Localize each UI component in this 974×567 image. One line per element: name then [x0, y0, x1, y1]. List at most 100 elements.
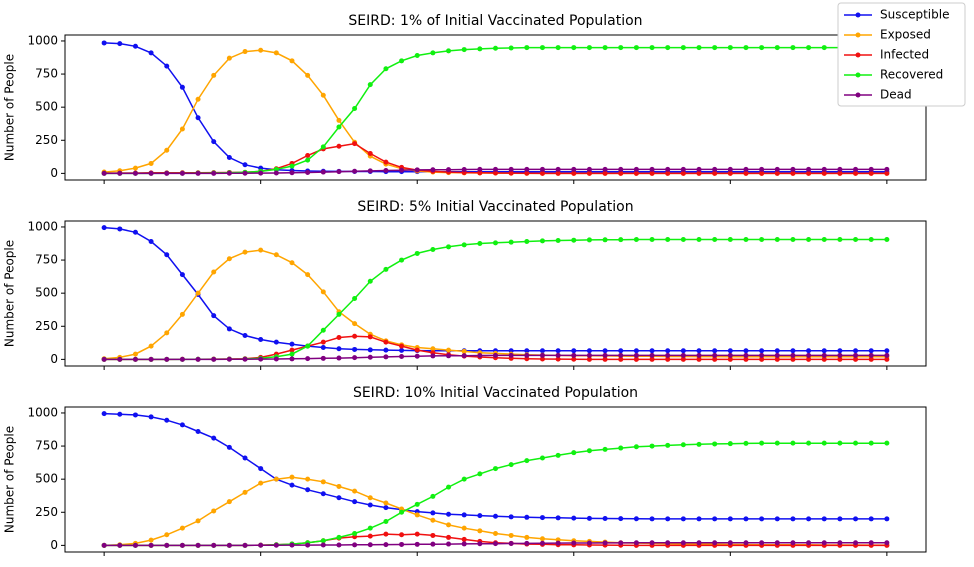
data-point	[352, 295, 358, 301]
data-point	[273, 50, 279, 56]
data-point	[164, 170, 170, 176]
data-point	[352, 530, 358, 536]
data-point	[493, 530, 498, 536]
data-point	[665, 170, 671, 176]
data-point	[571, 515, 577, 521]
data-point	[759, 440, 765, 446]
data-point	[226, 542, 232, 548]
data-point	[618, 352, 624, 358]
data-point	[493, 240, 498, 246]
data-point	[555, 348, 561, 354]
data-point	[524, 348, 530, 354]
data-point	[211, 72, 217, 78]
data-point	[493, 352, 498, 358]
data-point	[806, 440, 812, 446]
data-point	[539, 515, 545, 521]
data-point	[539, 166, 545, 172]
data-point	[524, 239, 530, 245]
data-point	[790, 166, 796, 172]
data-point	[743, 540, 749, 546]
data-point	[602, 356, 608, 362]
data-point	[211, 542, 217, 548]
data-point	[649, 170, 655, 176]
data-point	[289, 474, 295, 480]
data-point	[320, 479, 326, 485]
data-point	[273, 170, 279, 176]
data-point	[132, 43, 138, 49]
data-point	[305, 272, 311, 278]
data-point	[305, 476, 311, 482]
data-point	[226, 256, 232, 262]
data-point	[618, 237, 624, 243]
data-point	[743, 352, 749, 358]
data-point	[179, 356, 185, 362]
series-line	[104, 49, 887, 175]
data-point	[242, 489, 248, 495]
data-point	[649, 356, 655, 362]
data-point	[774, 170, 780, 176]
data-point	[790, 516, 796, 522]
series-line	[104, 249, 887, 360]
data-point	[367, 151, 373, 157]
data-point	[743, 166, 749, 172]
data-point	[117, 411, 123, 417]
data-point	[602, 540, 608, 546]
data-point	[383, 159, 389, 165]
data-point	[258, 542, 264, 548]
data-point	[336, 117, 342, 123]
data-point	[586, 348, 592, 354]
data-point	[853, 348, 859, 354]
data-point	[430, 167, 436, 173]
data-point	[179, 272, 185, 278]
data-point	[352, 488, 358, 494]
data-point	[884, 166, 890, 172]
data-point	[665, 348, 671, 354]
y-tick-label: 0	[50, 352, 58, 366]
data-point	[539, 536, 545, 542]
data-point	[727, 352, 733, 358]
data-point	[853, 356, 859, 362]
data-point	[837, 348, 843, 354]
data-point	[633, 166, 639, 172]
data-point	[352, 321, 358, 327]
data-point	[320, 339, 326, 345]
data-point	[696, 352, 702, 358]
data-point	[649, 237, 655, 243]
data-point	[320, 92, 326, 98]
data-point	[477, 166, 483, 172]
data-point	[336, 335, 342, 341]
data-point	[258, 480, 264, 486]
data-point	[195, 290, 201, 296]
data-point	[508, 166, 514, 172]
plot-frame	[64, 220, 927, 367]
data-point	[806, 166, 812, 172]
data-point	[242, 542, 248, 548]
data-point	[289, 482, 295, 488]
data-point	[179, 126, 185, 132]
data-point	[179, 525, 185, 531]
data-point	[477, 170, 483, 176]
data-point	[336, 311, 342, 317]
data-point	[430, 246, 436, 252]
data-point	[399, 58, 405, 64]
data-point	[508, 352, 514, 358]
data-point	[414, 512, 420, 518]
data-point	[132, 170, 138, 176]
data-point	[305, 542, 311, 548]
data-point	[414, 167, 420, 173]
data-point	[727, 166, 733, 172]
data-point	[352, 346, 358, 352]
data-point	[774, 348, 780, 354]
data-point	[101, 170, 107, 176]
data-point	[727, 45, 733, 51]
legend-marker	[855, 32, 861, 38]
data-point	[164, 542, 170, 548]
data-point	[680, 442, 686, 448]
data-point	[399, 532, 405, 538]
data-point	[790, 356, 796, 362]
data-point	[571, 356, 577, 362]
data-point	[132, 229, 138, 235]
data-point	[806, 237, 812, 243]
data-point	[383, 500, 389, 506]
data-point	[571, 170, 577, 176]
